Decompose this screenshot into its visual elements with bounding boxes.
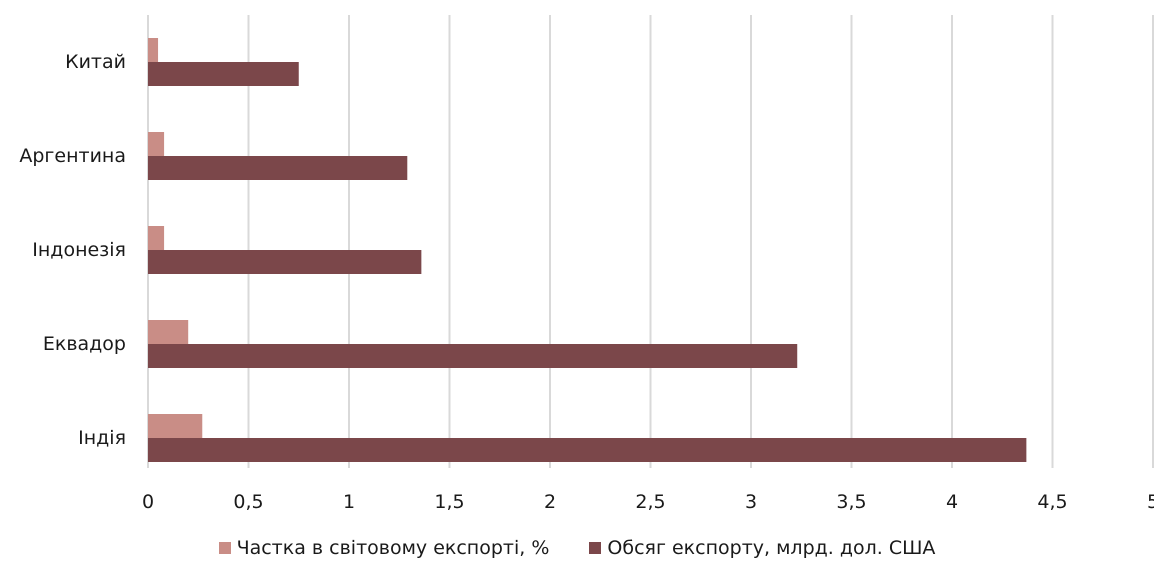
legend-item-volume: Обсяг експорту, млрд. дол. США	[589, 537, 935, 559]
x-axis-ticks: 0 0,5 1 1,5 2 2,5 3 3,5 4 4,5 5	[142, 491, 1154, 513]
bar-volume	[148, 438, 1027, 462]
legend-swatch-share	[218, 542, 231, 554]
x-tick-label: 1	[343, 491, 355, 513]
y-category-label: Еквадор	[43, 333, 126, 355]
legend-label-volume: Обсяг експорту, млрд. дол. США	[607, 537, 936, 559]
x-tick-label: 3,5	[836, 491, 866, 513]
x-tick-label: 1,5	[434, 491, 464, 513]
bar-share	[148, 38, 159, 62]
bar-share	[148, 132, 165, 156]
x-tick-label: 4,5	[1037, 491, 1067, 513]
bar-chart: 0 0,5 1 1,5 2 2,5 3 3,5 4 4,5 5 Китай Аргентина Індо…	[19, 15, 1154, 513]
x-tick-label: 4	[946, 491, 958, 513]
legend-label-share: Частка в світовому експорті, %	[236, 537, 550, 559]
x-tick-label: 3	[745, 491, 757, 513]
legend-swatch-volume	[589, 542, 602, 554]
bar-volume	[148, 156, 408, 180]
bars	[148, 38, 1027, 462]
x-tick-label: 5	[1147, 491, 1154, 513]
bar-share	[148, 414, 203, 438]
bar-share	[148, 320, 189, 344]
bar-volume	[148, 344, 798, 368]
bar-share	[148, 226, 165, 250]
legend: Частка в світовому експорті, % Обсяг екс…	[0, 533, 1154, 563]
y-category-label: Китай	[65, 51, 126, 73]
legend-item-share: Частка в світовому експорті, %	[218, 537, 550, 559]
gridlines	[147, 15, 1154, 468]
y-category-label: Індія	[78, 427, 126, 449]
bar-volume	[148, 62, 299, 86]
x-tick-label: 0,5	[233, 491, 263, 513]
x-tick-label: 2	[544, 491, 556, 513]
y-axis-category-labels: Китай Аргентина Індонезія Еквадор Індія	[19, 51, 126, 449]
x-tick-label: 2,5	[635, 491, 665, 513]
y-category-label: Індонезія	[32, 239, 126, 261]
bar-volume	[148, 250, 422, 274]
y-category-label: Аргентина	[19, 145, 126, 167]
x-tick-label: 0	[142, 491, 154, 513]
